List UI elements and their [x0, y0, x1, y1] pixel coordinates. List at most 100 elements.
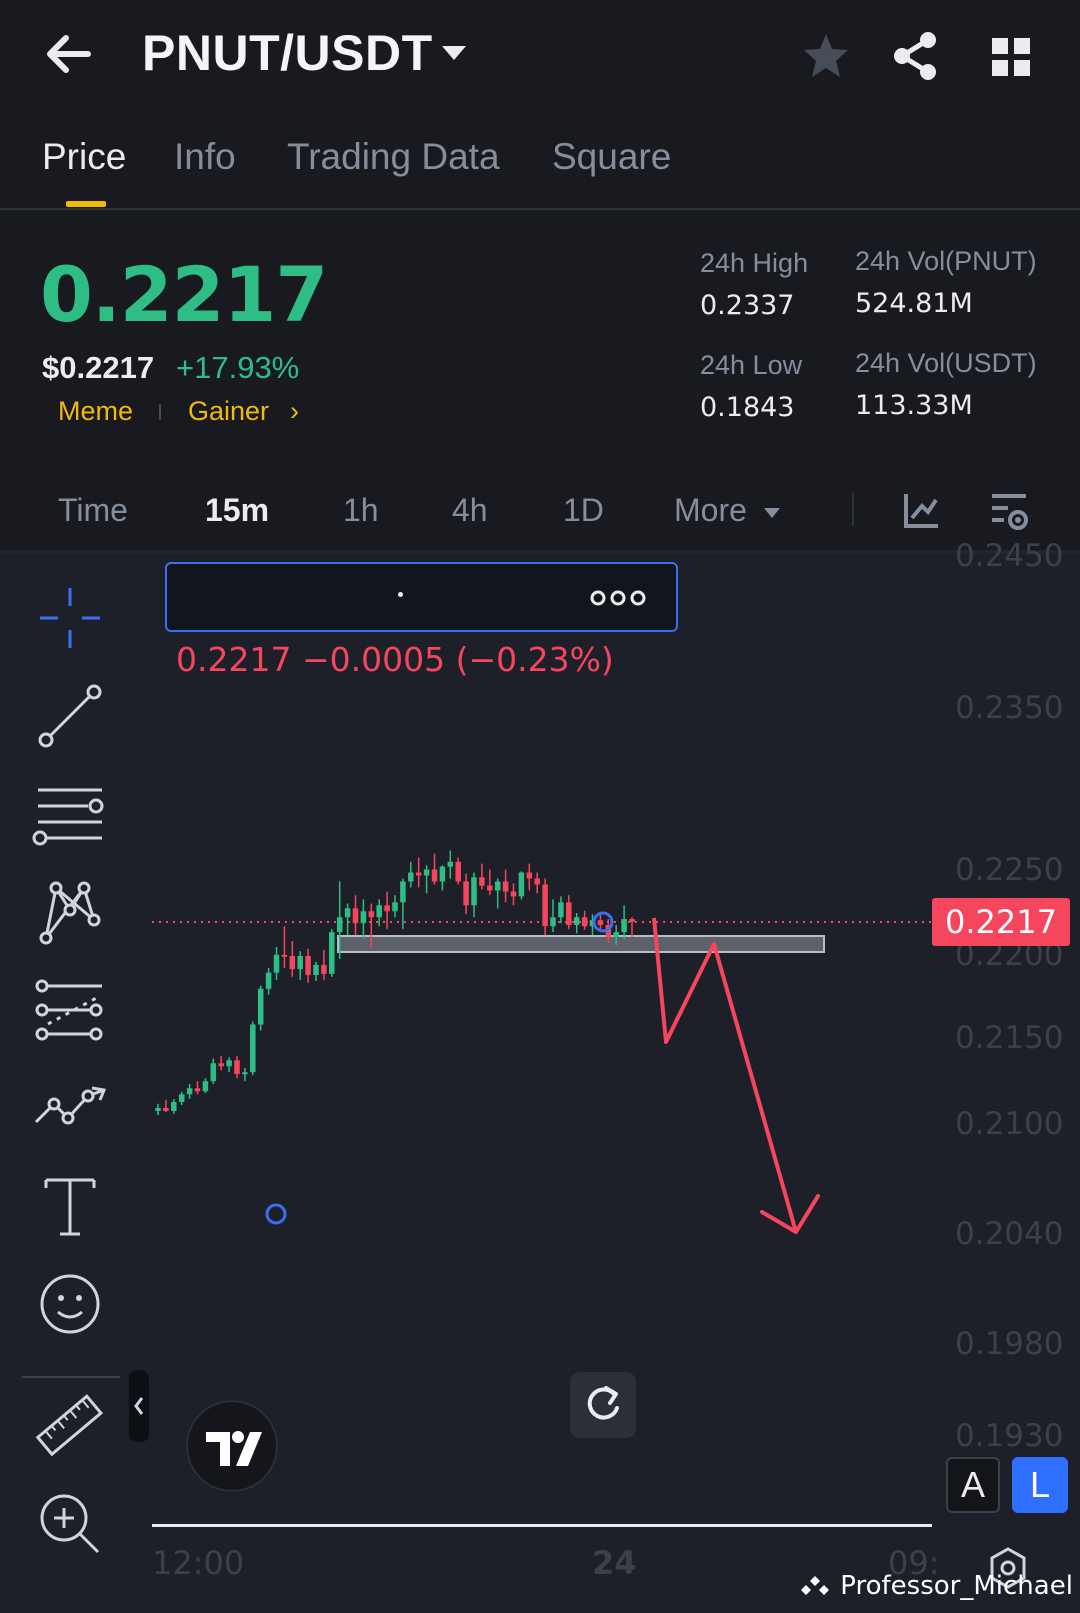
candle	[463, 873, 469, 915]
crosshair-icon[interactable]	[32, 580, 108, 656]
horizontal-lines-icon[interactable]	[32, 776, 108, 852]
back-arrow-icon[interactable]	[40, 28, 100, 84]
candle	[273, 947, 280, 980]
candle-body	[202, 1081, 209, 1092]
candle-body	[178, 1094, 185, 1102]
candle-body	[234, 1060, 240, 1074]
pair-title[interactable]: PNUT/USDT	[142, 25, 433, 81]
auto-scale-button[interactable]: A	[946, 1457, 1000, 1513]
candle-body	[392, 902, 398, 912]
candle-body	[352, 908, 359, 924]
zoom-in-icon[interactable]	[32, 1486, 108, 1562]
high-value: 0.2337	[700, 290, 795, 321]
tag-meme[interactable]: Meme	[58, 396, 134, 426]
candle-body	[415, 872, 422, 876]
tradingview-logo[interactable]	[186, 1400, 278, 1492]
candle	[155, 1103, 161, 1116]
candle	[210, 1058, 217, 1085]
candle	[589, 914, 596, 936]
pattern-icon[interactable]	[32, 874, 108, 950]
candle	[431, 853, 438, 885]
interval-15m[interactable]: 15m	[205, 492, 270, 528]
active-tab-indicator	[66, 201, 106, 207]
yaxis-label: 0.1980	[955, 1326, 1064, 1362]
chart-area[interactable]	[0, 554, 1080, 1613]
interval-4h[interactable]: 4h	[452, 492, 488, 528]
vol-quote-value: 113.33M	[855, 390, 973, 421]
candle	[447, 850, 454, 879]
interval-time[interactable]: Time	[58, 492, 128, 528]
indicator-icon[interactable]	[902, 490, 942, 530]
fib-retracement-icon[interactable]	[32, 972, 108, 1048]
candle-body	[321, 964, 327, 974]
candle	[558, 896, 564, 924]
low-value: 0.1843	[700, 392, 795, 423]
candle-body	[226, 1060, 232, 1067]
candle	[344, 903, 351, 936]
candle	[518, 871, 525, 900]
tab-price[interactable]: Price	[42, 136, 127, 177]
candle	[352, 895, 359, 936]
candlestick-chart[interactable]	[0, 554, 1080, 1613]
candle	[629, 917, 635, 937]
candle	[257, 985, 264, 1031]
interval-1h[interactable]: 1h	[343, 492, 379, 528]
legend-dot	[398, 592, 403, 597]
emoji-icon[interactable]	[32, 1266, 108, 1342]
candle-body	[439, 866, 446, 882]
candle-body	[186, 1088, 193, 1095]
candle	[329, 929, 335, 977]
candle-body	[297, 955, 303, 970]
candle-body	[344, 908, 351, 918]
tab-info[interactable]: Info	[174, 136, 236, 177]
watermark-logo-icon	[801, 1575, 829, 1595]
log-scale-button[interactable]: L	[1012, 1457, 1068, 1513]
text-icon[interactable]	[32, 1168, 108, 1244]
candle	[510, 883, 517, 906]
candle-body	[313, 964, 319, 976]
last-price: 0.2217	[40, 250, 328, 339]
reset-chart-button[interactable]	[570, 1372, 636, 1438]
interval-1d[interactable]: 1D	[563, 492, 604, 528]
candle-body	[558, 902, 564, 918]
star-icon[interactable]	[798, 28, 854, 84]
tab-square[interactable]: Square	[552, 136, 672, 177]
caret-down-icon[interactable]	[440, 44, 468, 67]
divider	[0, 208, 1080, 210]
candle	[250, 1021, 256, 1076]
interval-more[interactable]: More	[674, 492, 782, 529]
candle	[234, 1056, 240, 1079]
collapse-toolbar-button[interactable]	[129, 1370, 149, 1442]
candle-body	[455, 861, 461, 882]
caret-down-icon	[763, 507, 780, 518]
chevron-right-icon[interactable]: ›	[290, 396, 299, 426]
candle	[566, 895, 572, 930]
tab-trading-data[interactable]: Trading Data	[287, 136, 500, 177]
candle-body	[250, 1024, 256, 1073]
more-dots-icon[interactable]	[588, 586, 648, 610]
trend-line-icon[interactable]	[32, 678, 108, 754]
gear-icon[interactable]	[986, 1546, 1030, 1590]
candle-body	[621, 919, 627, 933]
drawing-toolbar	[22, 580, 126, 1600]
candle-body	[400, 881, 406, 903]
share-icon[interactable]	[888, 28, 944, 84]
projection-icon[interactable]	[32, 1070, 108, 1146]
candle	[186, 1084, 193, 1100]
candle-body	[431, 869, 438, 882]
candle-body	[265, 972, 272, 989]
candle	[613, 924, 619, 946]
candle-body	[597, 920, 604, 925]
tag-gainer[interactable]: Gainer	[188, 396, 270, 426]
candle-body	[510, 891, 517, 897]
candle	[336, 881, 343, 959]
high-label: 24h High	[700, 248, 809, 278]
marker-circle	[592, 911, 614, 933]
candle	[526, 863, 533, 891]
grid-icon[interactable]	[984, 30, 1040, 86]
chart-settings-icon[interactable]	[988, 490, 1032, 534]
watermark: Professor_Michael	[800, 1571, 1073, 1601]
candle	[542, 878, 548, 936]
candle-body	[447, 861, 454, 867]
ruler-icon[interactable]	[32, 1388, 108, 1464]
